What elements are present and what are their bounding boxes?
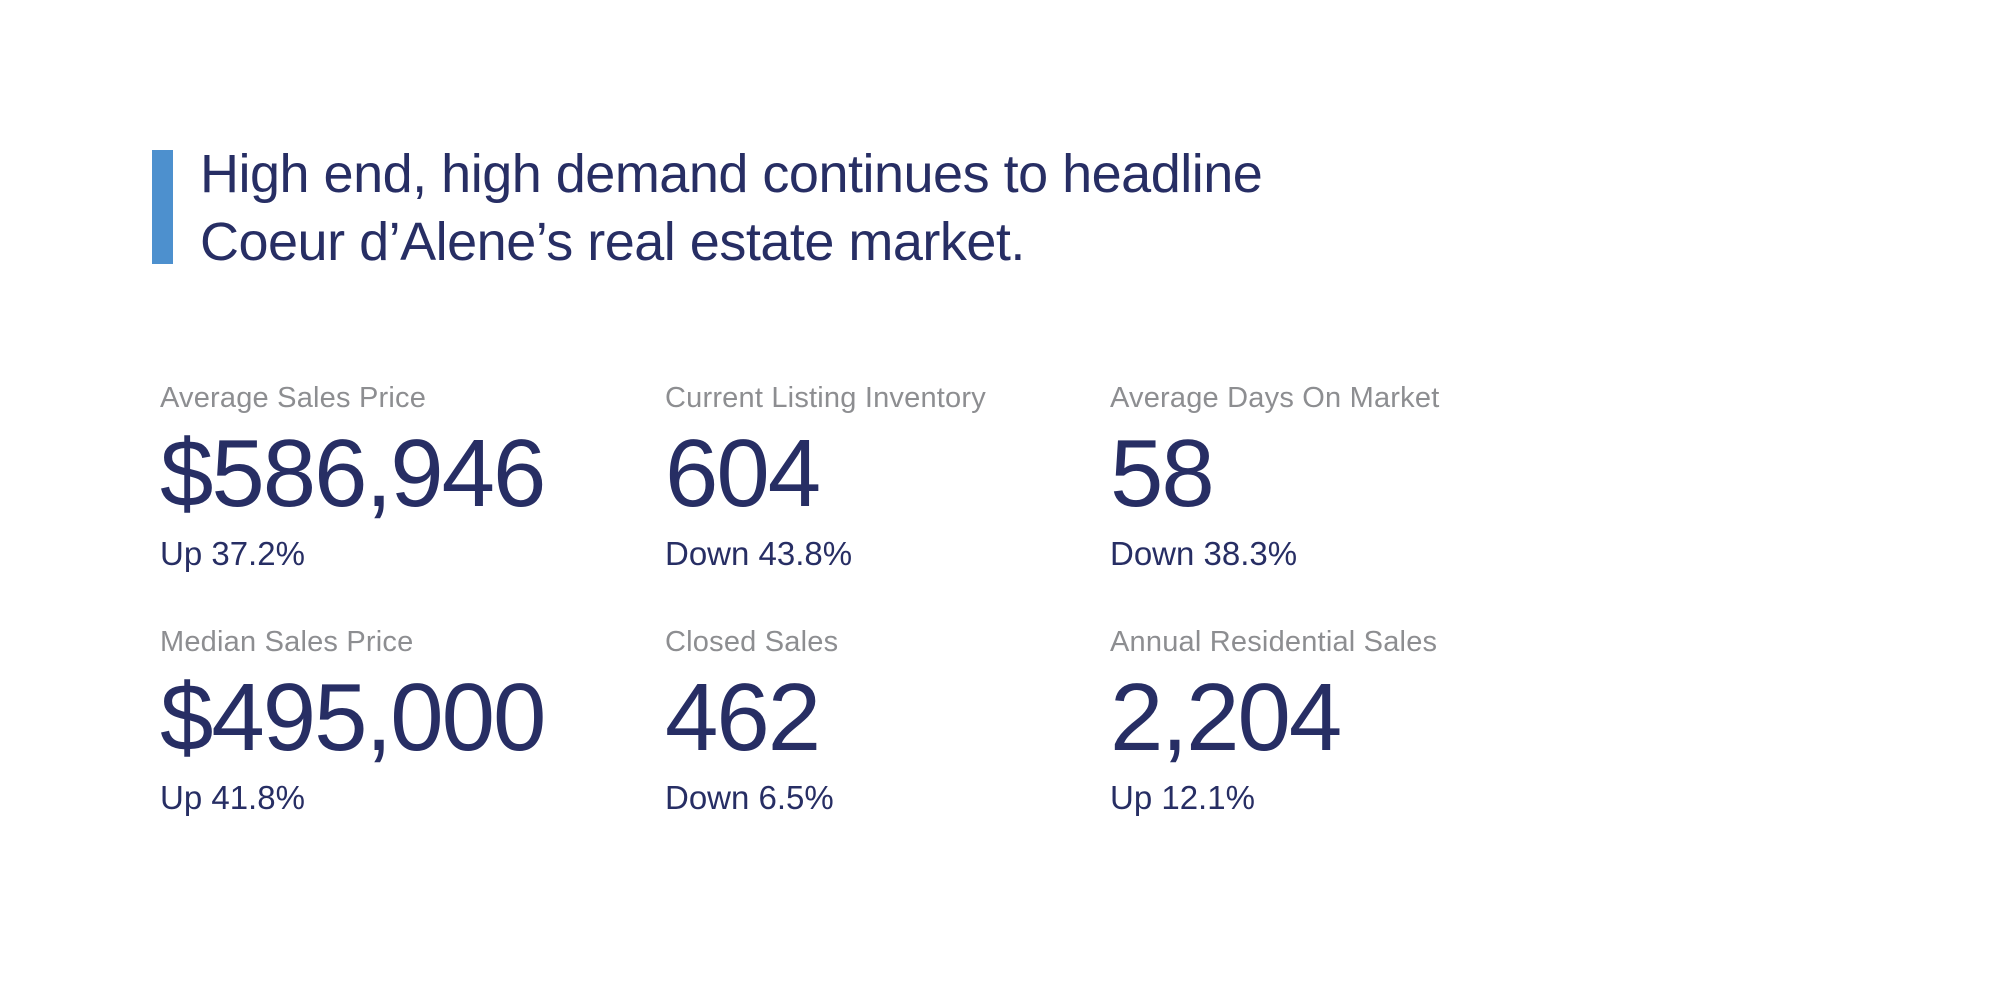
stat-value: 462 <box>665 664 821 771</box>
stat-change: Up 12.1% <box>1110 779 1255 816</box>
stat-value: $495,000 <box>160 664 546 771</box>
stat-value: 604 <box>665 420 821 527</box>
stat-value: $586,946 <box>160 420 546 527</box>
stat-value: 58 <box>1110 420 1215 527</box>
stat-label: Median Sales Price <box>160 626 414 658</box>
stat-change: Down 6.5% <box>665 779 834 816</box>
stat-average-days-on-market: Average Days On Market 58 Down 38.3% <box>1110 382 1555 572</box>
stat-label: Closed Sales <box>665 626 839 658</box>
stat-average-sales-price: Average Sales Price $586,946 Up 37.2% <box>160 382 665 572</box>
stat-annual-residential-sales: Annual Residential Sales 2,204 Up 12.1% <box>1110 626 1555 816</box>
stat-value: 2,204 <box>1110 664 1342 771</box>
stat-change: Down 43.8% <box>665 535 853 572</box>
stat-change: Up 37.2% <box>160 535 305 572</box>
stat-change: Down 38.3% <box>1110 535 1298 572</box>
stat-label: Average Days On Market <box>1110 382 1440 414</box>
stat-label: Current Listing Inventory <box>665 382 986 414</box>
headline-accent-bar <box>152 150 173 264</box>
stats-grid: Average Sales Price $586,946 Up 37.2% Cu… <box>160 382 1555 816</box>
stat-closed-sales: Closed Sales 462 Down 6.5% <box>665 626 1110 816</box>
stat-change: Up 41.8% <box>160 779 305 816</box>
page-title: High end, high demand continues to headl… <box>200 140 1263 276</box>
page-title-line2: Coeur d’Alene’s real estate market. <box>200 212 1025 272</box>
stat-median-sales-price: Median Sales Price $495,000 Up 41.8% <box>160 626 665 816</box>
stat-label: Annual Residential Sales <box>1110 626 1438 658</box>
stat-current-listing-inventory: Current Listing Inventory 604 Down 43.8% <box>665 382 1110 572</box>
page-title-line1: High end, high demand continues to headl… <box>200 144 1263 204</box>
headline-block: High end, high demand continues to headl… <box>152 140 1263 276</box>
stat-label: Average Sales Price <box>160 382 427 414</box>
